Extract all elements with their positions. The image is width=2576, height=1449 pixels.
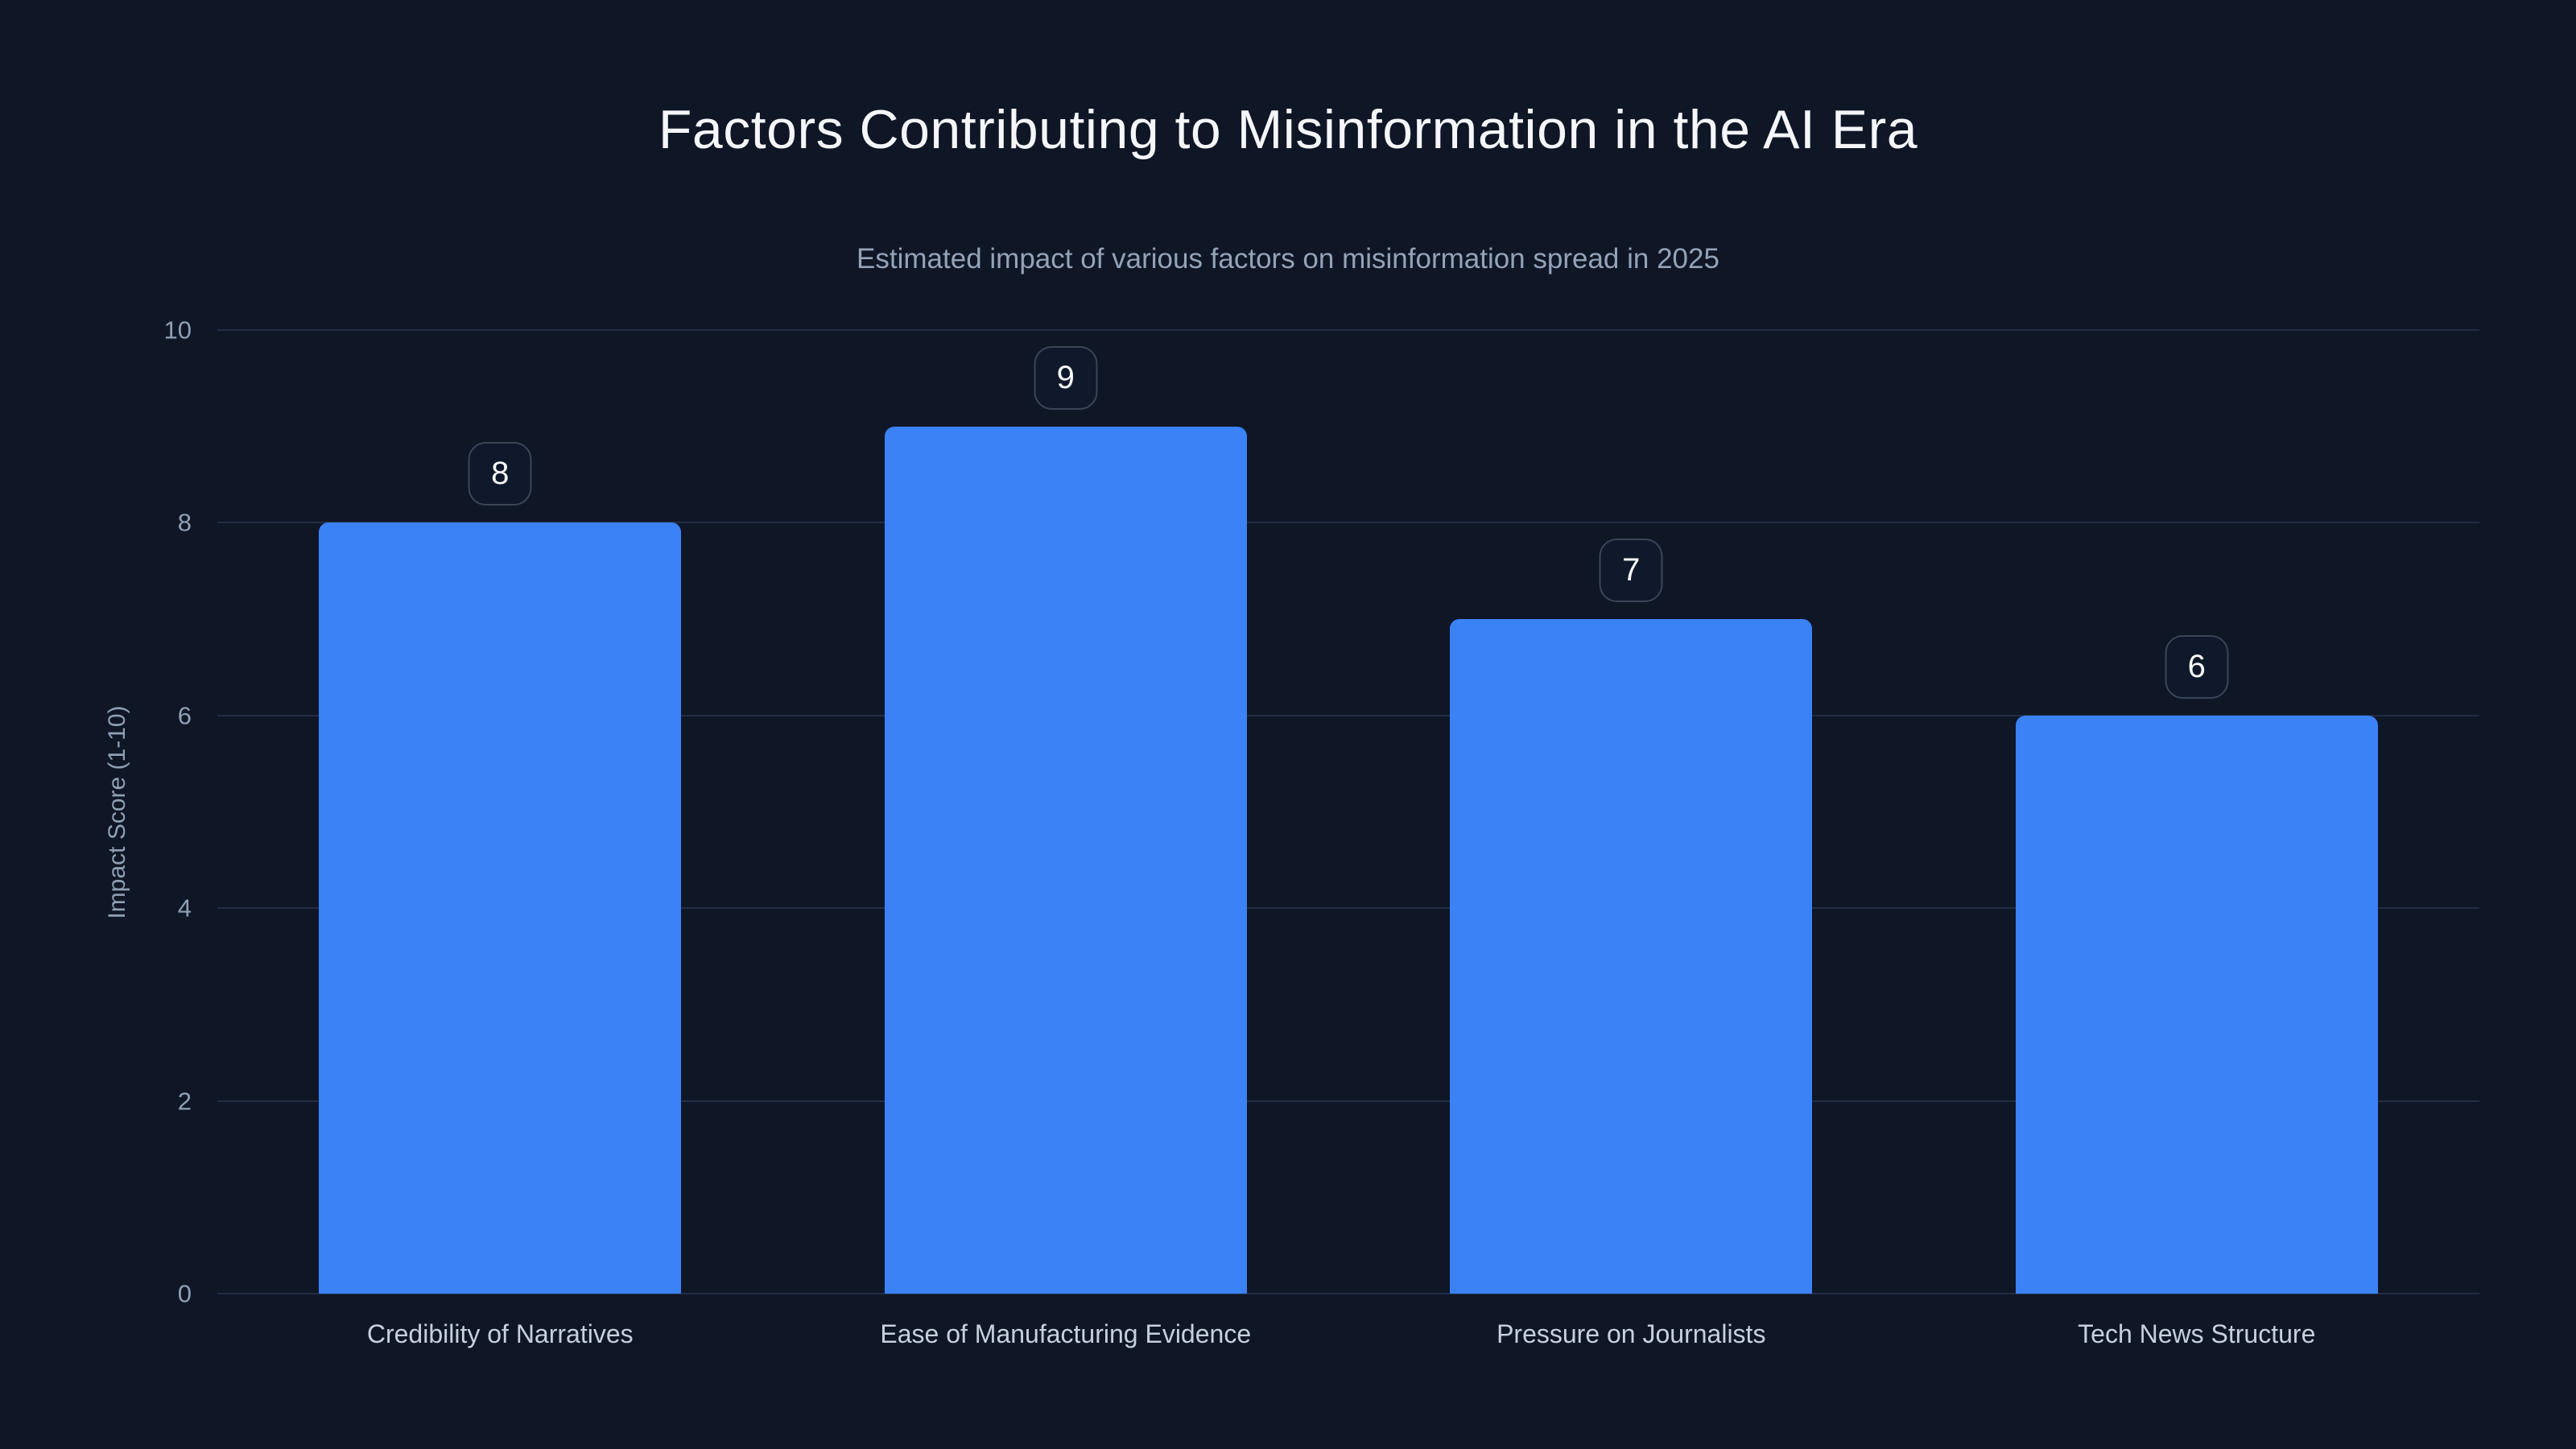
value-badge: 8 — [468, 442, 532, 506]
bar-group-credibility-of-narratives: 8 Credibility of Narratives — [217, 330, 783, 1348]
gridline — [217, 1100, 2479, 1102]
bar — [319, 522, 682, 1294]
x-category-label: Credibility of Narratives — [366, 1319, 634, 1348]
x-category-label: Tech News Structure — [2078, 1319, 2316, 1348]
value-label: 8 — [491, 456, 510, 492]
bar-group-ease-of-manufacturing-evidence: 9 Ease of Manufacturing Evidence — [783, 330, 1349, 1348]
bar-group-pressure-on-journalists: 7 Pressure on Journalists — [1348, 330, 1914, 1348]
y-tick-label: 10 — [163, 316, 192, 345]
gridline — [217, 714, 2479, 716]
value-badge: 9 — [1034, 345, 1098, 410]
y-tick-label: 6 — [177, 701, 192, 730]
y-tick-label: 2 — [177, 1087, 192, 1116]
gridline — [217, 1293, 2479, 1294]
bar — [1450, 619, 1813, 1294]
gridline — [217, 522, 2479, 524]
y-tick-label: 0 — [177, 1279, 192, 1308]
x-category-label: Pressure on Journalists — [1496, 1319, 1766, 1348]
bar — [2015, 715, 2378, 1294]
value-badge: 6 — [2165, 634, 2229, 699]
chart-subtitle: Estimated impact of various factors on m… — [857, 243, 1719, 275]
bar-group-tech-news-structure: 6 Tech News Structure — [1914, 330, 2480, 1348]
x-category-label: Ease of Manufacturing Evidence — [880, 1319, 1252, 1348]
value-label: 9 — [1056, 359, 1075, 395]
y-tick-label: 8 — [177, 508, 192, 537]
gridline — [217, 329, 2479, 331]
value-label: 6 — [2187, 648, 2206, 684]
gridline — [217, 907, 2479, 910]
y-tick-label: 4 — [177, 894, 192, 923]
bar-chart-plot-area: 0 2 4 6 8 10 Impact Score (1-10) 8 Credi… — [104, 318, 2480, 1348]
y-axis-title: Impact Score (1-10) — [104, 704, 130, 919]
value-label: 7 — [1622, 552, 1641, 588]
bar — [884, 426, 1247, 1294]
chart-title: Factors Contributing to Misinformation i… — [658, 99, 1918, 160]
value-badge: 7 — [1599, 539, 1663, 603]
